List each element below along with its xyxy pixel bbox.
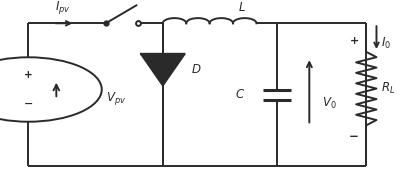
Text: −: −: [349, 130, 359, 142]
Text: SW: SW: [113, 0, 131, 2]
Text: −: −: [24, 99, 33, 109]
Text: I$_0$: I$_0$: [381, 35, 391, 50]
Text: L: L: [239, 1, 245, 14]
Text: D: D: [191, 63, 200, 76]
Text: C: C: [236, 88, 244, 101]
Text: I$_{pv}$: I$_{pv}$: [55, 0, 71, 16]
Text: +: +: [24, 70, 33, 80]
Text: V$_{pv}$: V$_{pv}$: [106, 90, 126, 107]
Text: R$_L$: R$_L$: [381, 81, 395, 96]
Text: V$_0$: V$_0$: [322, 96, 336, 111]
Text: +: +: [350, 36, 359, 46]
Polygon shape: [140, 54, 185, 86]
